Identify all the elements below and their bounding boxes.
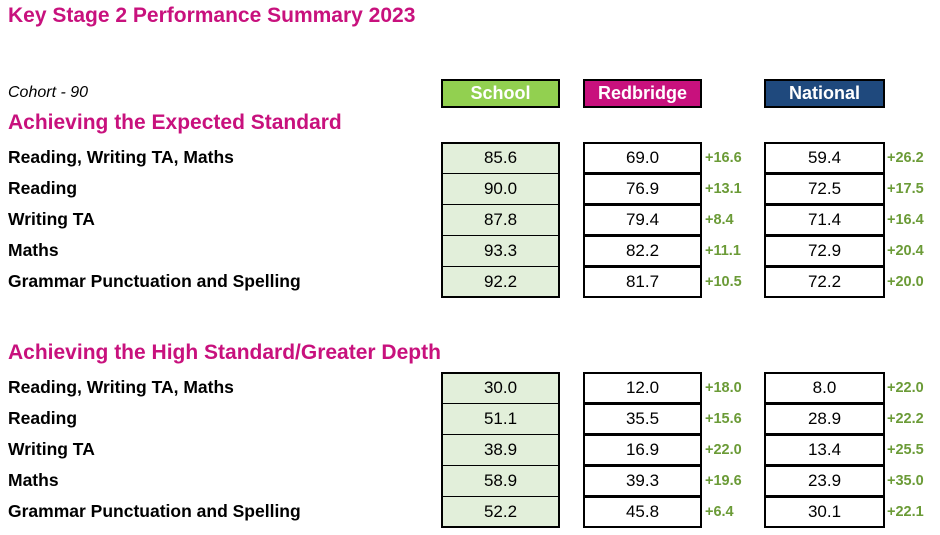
redbridge-value: 45.8 (583, 496, 702, 528)
redbridge-difference: +22.0 (705, 442, 742, 458)
redbridge-value: 76.9 (583, 173, 702, 205)
school-value: 92.2 (441, 266, 560, 298)
row-label: Reading, Writing TA, Maths (8, 147, 234, 167)
redbridge-column-header: Redbridge (583, 79, 702, 108)
redbridge-difference: +6.4 (705, 504, 734, 520)
national-difference: +25.5 (887, 442, 924, 458)
national-value: 71.4 (764, 204, 885, 236)
redbridge-value: 16.9 (583, 434, 702, 466)
row-label: Grammar Punctuation and Spelling (8, 501, 301, 521)
school-value: 90.0 (441, 173, 560, 205)
row-label: Writing TA (8, 209, 95, 229)
redbridge-value: 39.3 (583, 465, 702, 497)
redbridge-difference: +8.4 (705, 212, 734, 228)
redbridge-value: 81.7 (583, 266, 702, 298)
national-difference: +35.0 (887, 473, 924, 489)
school-value: 52.2 (441, 496, 560, 528)
national-value: 59.4 (764, 142, 885, 174)
national-difference: +16.4 (887, 212, 924, 228)
section-title-expected-standard: Achieving the Expected Standard (8, 111, 342, 134)
cohort-label: Cohort - 90 (8, 84, 89, 101)
national-difference: +22.1 (887, 504, 924, 520)
row-label: Writing TA (8, 439, 95, 459)
national-value: 8.0 (764, 372, 885, 404)
section-title-high-standard: Achieving the High Standard/Greater Dept… (8, 341, 441, 364)
national-value: 28.9 (764, 403, 885, 435)
row-label: Maths (8, 240, 59, 260)
national-column-header: National (764, 79, 885, 108)
national-value: 23.9 (764, 465, 885, 497)
national-value: 72.9 (764, 235, 885, 267)
redbridge-value: 82.2 (583, 235, 702, 267)
school-value: 85.6 (441, 142, 560, 174)
school-value: 51.1 (441, 403, 560, 435)
national-difference: +20.4 (887, 243, 924, 259)
redbridge-value: 79.4 (583, 204, 702, 236)
national-difference: +22.0 (887, 380, 924, 396)
row-label: Reading (8, 178, 78, 198)
row-label: Maths (8, 470, 59, 490)
national-difference: +26.2 (887, 150, 924, 166)
school-column-header: School (441, 79, 560, 108)
redbridge-difference: +13.1 (705, 181, 742, 197)
row-label: Reading, Writing TA, Maths (8, 377, 234, 397)
redbridge-difference: +15.6 (705, 411, 742, 427)
school-value: 93.3 (441, 235, 560, 267)
national-value: 30.1 (764, 496, 885, 528)
school-value: 58.9 (441, 465, 560, 497)
national-value: 13.4 (764, 434, 885, 466)
redbridge-value: 35.5 (583, 403, 702, 435)
national-difference: +17.5 (887, 181, 924, 197)
row-label: Grammar Punctuation and Spelling (8, 271, 301, 291)
redbridge-value: 69.0 (583, 142, 702, 174)
redbridge-difference: +18.0 (705, 380, 742, 396)
national-difference: +20.0 (887, 274, 924, 290)
national-difference: +22.2 (887, 411, 924, 427)
school-value: 30.0 (441, 372, 560, 404)
redbridge-difference: +11.1 (705, 243, 741, 259)
school-value: 87.8 (441, 204, 560, 236)
redbridge-difference: +16.6 (705, 150, 742, 166)
redbridge-difference: +10.5 (705, 274, 742, 290)
school-value: 38.9 (441, 434, 560, 466)
national-value: 72.5 (764, 173, 885, 205)
redbridge-value: 12.0 (583, 372, 702, 404)
page-title: Key Stage 2 Performance Summary 2023 (8, 4, 416, 27)
national-value: 72.2 (764, 266, 885, 298)
redbridge-difference: +19.6 (705, 473, 742, 489)
row-label: Reading (8, 408, 78, 428)
